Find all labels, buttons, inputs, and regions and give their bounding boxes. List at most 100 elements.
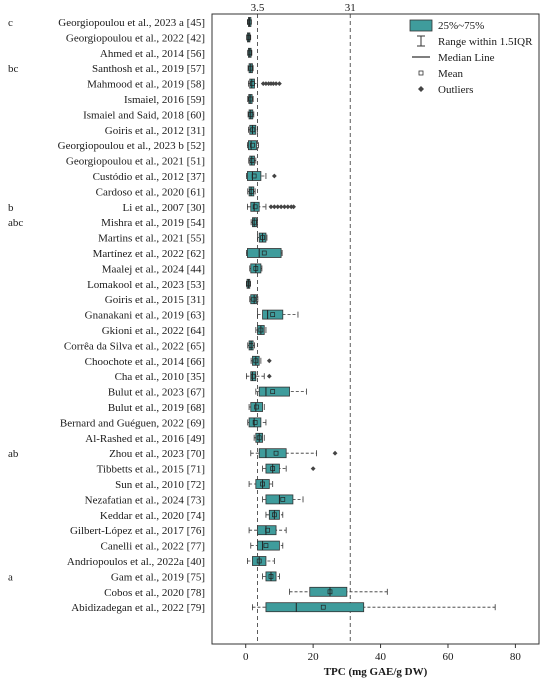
legend: 25%~75% Range within 1.5IQR Median Line Mea… — [409, 19, 533, 96]
study-label: Li et al., 2007 [30] — [123, 202, 205, 214]
mean-marker — [253, 266, 259, 271]
mean-marker — [249, 158, 255, 163]
group-letter-label: a — [8, 571, 13, 583]
group-letter-label: b — [8, 202, 14, 214]
mean-marker — [273, 450, 279, 456]
mean-marker — [280, 497, 286, 502]
mean-marker — [261, 250, 267, 256]
study-box-group — [247, 109, 255, 120]
mean-marker — [263, 543, 269, 548]
study-box-group — [246, 140, 259, 151]
legend-mean-swatch — [418, 70, 424, 76]
outlier-point — [278, 204, 284, 210]
study-label: Mahmood et al., 2019 [58] — [87, 79, 205, 91]
study-label: Bulut et al., 2023 [67] — [108, 387, 205, 399]
iqr-box — [250, 371, 257, 382]
outlier-point — [275, 204, 281, 210]
mean-marker — [248, 112, 254, 117]
study-label: Georgiopoulou et al., 2023 a [45] — [58, 17, 205, 29]
study-label: Keddar et al., 2020 [74] — [100, 510, 205, 522]
mean-marker — [270, 389, 276, 394]
study-box-group — [246, 32, 252, 43]
mean-marker — [265, 527, 270, 533]
study-box-group — [247, 94, 254, 104]
study-box-group — [250, 448, 338, 459]
study-box-group — [248, 124, 258, 135]
outlier-point — [266, 358, 272, 364]
legend-box-label: 25%~75% — [438, 20, 484, 32]
study-box-group — [247, 17, 252, 27]
x-axis: 0 20 40 60 80 TPC (mg GAE/g DW) — [243, 644, 521, 678]
study-label: Cobos et al., 2020 [78] — [104, 587, 205, 599]
study-label: Abidizadegan et al., 2022 [79] — [71, 602, 205, 614]
study-label: Martins et al., 2021 [55] — [98, 233, 205, 245]
outlier-point — [282, 204, 287, 210]
study-label: Bernard and Guéguen, 2022 [69] — [60, 417, 205, 429]
study-box-group — [252, 602, 496, 613]
study-label: Canelli et al., 2022 [77] — [101, 541, 205, 553]
mean-marker — [250, 142, 255, 148]
iqr-box — [250, 294, 257, 305]
mean-marker — [250, 81, 255, 86]
outlier-point — [277, 81, 282, 86]
study-box-group — [248, 479, 274, 489]
study-box-group — [248, 78, 282, 89]
mean-marker — [256, 435, 262, 441]
iqr-box — [258, 448, 287, 459]
mean-marker — [247, 19, 252, 25]
group-letter-label: ab — [8, 448, 19, 460]
mean-marker — [248, 96, 253, 102]
iqr-box — [246, 248, 282, 258]
study-label: Goiris et al., 2015 [31] — [105, 294, 205, 306]
legend-whisker-label: Range within 1.5IQR — [438, 36, 533, 48]
outlier-point — [270, 81, 276, 86]
study-label: Nezafatian et al., 2024 [73] — [85, 494, 205, 506]
study-labels: c Georgiopoulou et al., 2023 a [45] Georgi… — [8, 17, 205, 614]
study-label: Andriopoulos et al., 2022a [40] — [67, 556, 205, 568]
group-letter-label: c — [8, 17, 13, 29]
study-label: Goiris et al., 2012 [31] — [105, 125, 205, 137]
study-box-group — [247, 186, 256, 197]
study-label: Gam et al., 2019 [75] — [111, 571, 205, 583]
study-label: Sun et al., 2010 [72] — [115, 479, 205, 491]
reference-line-label: 3.5 — [251, 2, 265, 14]
study-label: Tibbetts et al., 2015 [71] — [97, 464, 205, 476]
study-label: Santhosh et al., 2019 [57] — [92, 63, 205, 75]
study-box-group — [247, 340, 255, 351]
x-tick-label: 0 — [243, 651, 249, 663]
mean-marker — [270, 466, 276, 471]
study-label: Georgiopoulou et al., 2021 [51] — [66, 156, 205, 168]
study-label: Gilbert-López et al., 2017 [76] — [70, 525, 205, 537]
x-tick-label: 60 — [442, 651, 454, 663]
study-label: Al-Rashed et al., 2016 [49] — [85, 433, 205, 445]
group-letter-label: abc — [8, 217, 23, 229]
study-label: Lomakool et al., 2023 [53] — [87, 279, 205, 291]
outlier-point — [273, 81, 279, 86]
study-box-group — [250, 217, 258, 228]
x-tick-label: 40 — [375, 651, 387, 663]
iqr-box — [246, 171, 262, 181]
mean-marker — [253, 358, 259, 364]
mean-marker — [252, 219, 257, 225]
study-label: Custódio et al., 2012 [37] — [93, 171, 205, 183]
outlier-point — [266, 373, 272, 379]
mean-marker — [246, 281, 251, 287]
iqr-box — [257, 525, 277, 536]
study-label: Cha et al., 2010 [35] — [115, 371, 205, 383]
study-box-group — [247, 417, 267, 428]
reference-line-label: 31 — [345, 2, 356, 14]
outlier-point — [291, 204, 296, 210]
study-box-group — [255, 386, 307, 397]
iqr-box — [265, 602, 365, 613]
study-label: Gkioni et al., 2022 [64] — [102, 325, 205, 337]
outlier-point — [310, 466, 316, 471]
mean-marker — [246, 35, 252, 40]
study-label: Martínez et al., 2022 [62] — [93, 248, 205, 260]
study-box-group — [245, 171, 277, 181]
study-box-group — [245, 248, 283, 258]
iqr-box — [248, 140, 257, 151]
iqr-box — [257, 540, 280, 551]
study-box-group — [246, 201, 296, 212]
outlier-point — [260, 81, 266, 86]
iqr-box — [250, 201, 260, 212]
